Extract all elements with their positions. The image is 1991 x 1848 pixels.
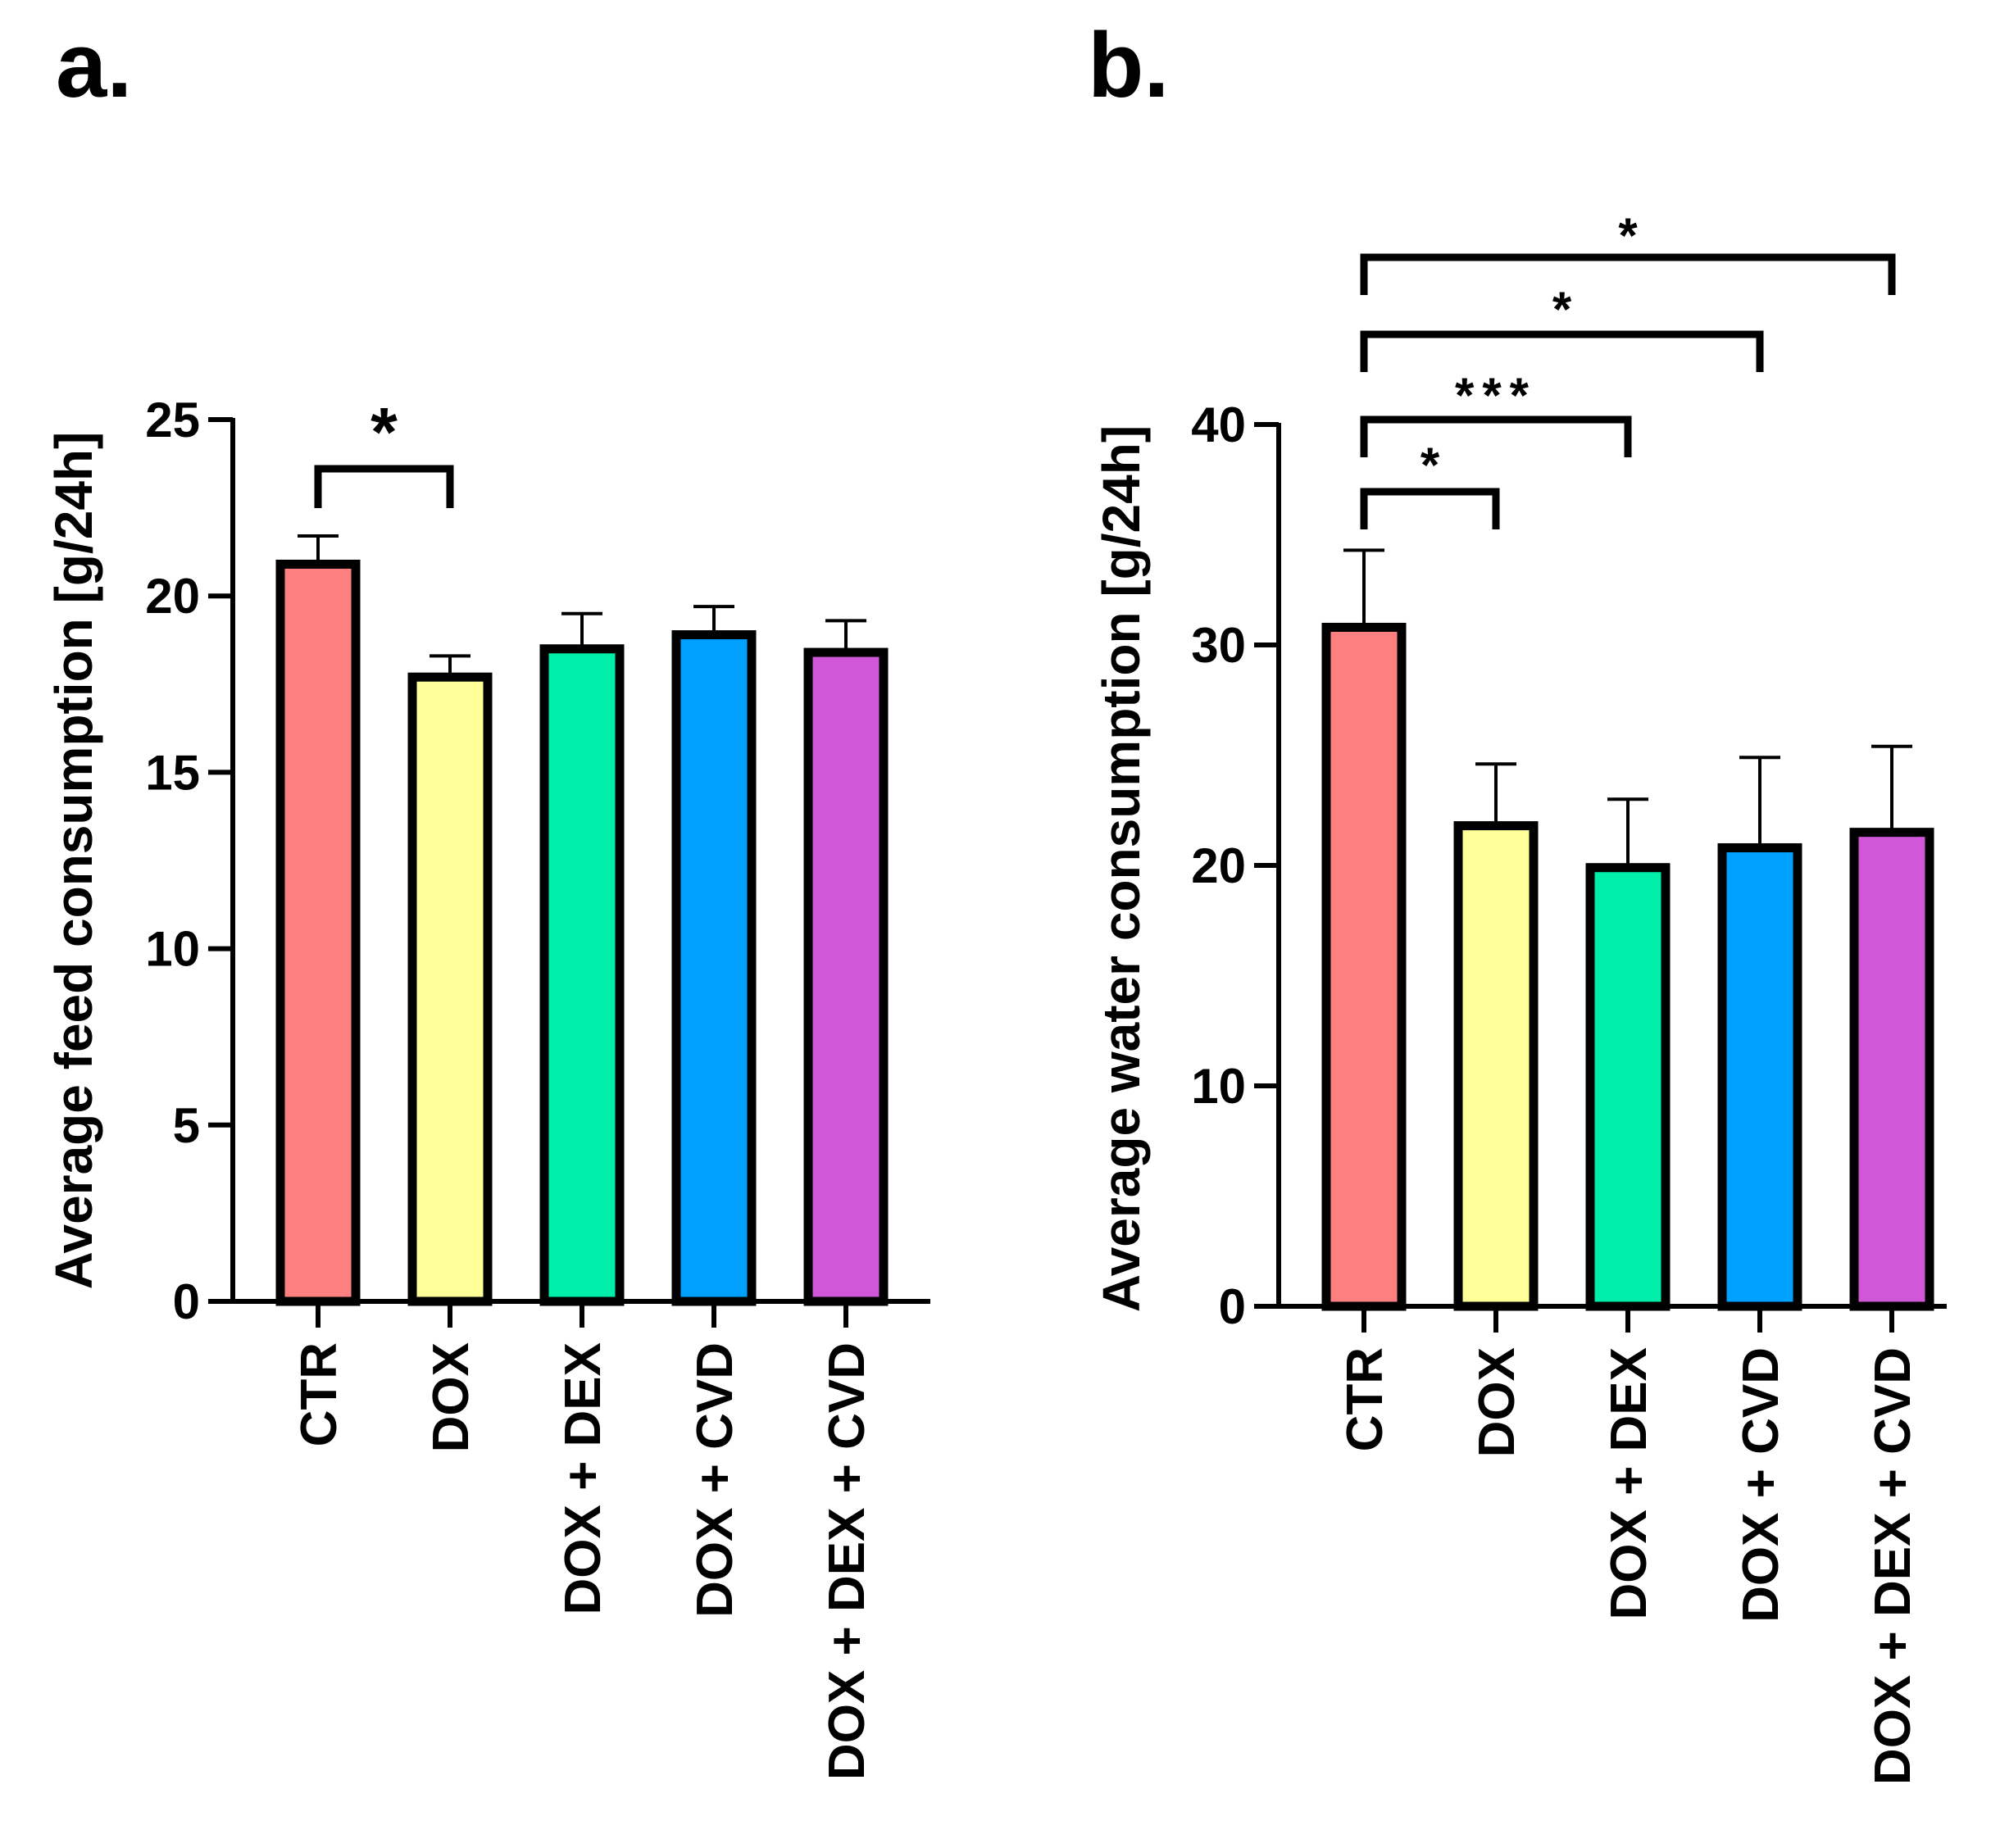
x-category-label: DOX + DEX + CVD [1865, 1347, 1921, 1785]
y-axis-label: Average feed consumption [g/24h] [44, 432, 103, 1290]
bar [1453, 821, 1539, 1311]
bar [539, 644, 625, 1306]
significance-label: * [1618, 208, 1638, 263]
x-category-label: DOX + DEX + CVD [819, 1342, 875, 1780]
bar [1717, 842, 1802, 1311]
x-category-label: DOX [1469, 1347, 1525, 1457]
bar [407, 672, 493, 1306]
significance-bracket [314, 465, 454, 508]
x-category-label: DOX + CVD [687, 1342, 743, 1618]
x-category-label: DOX + DEX [555, 1342, 611, 1615]
y-tick-label: 40 [1191, 397, 1246, 452]
bar [1321, 622, 1407, 1311]
bar [275, 559, 361, 1306]
y-tick-label: 10 [145, 922, 200, 977]
bar [1585, 863, 1671, 1311]
panel-a-feed-consumption: a. Average feed consumption [g/24h] 0 5 10 1… [44, 14, 930, 1780]
x-category-label: DOX + DEX [1601, 1347, 1657, 1620]
y-tick-label: 15 [145, 745, 200, 800]
x-category-label: CTR [1337, 1347, 1393, 1451]
y-axis-label: Average water consumption [g/24h] [1092, 425, 1151, 1312]
y-tick-label: 20 [145, 569, 200, 624]
significance-label: * [370, 393, 398, 470]
significance-label: *** [1455, 368, 1537, 423]
x-category-label: DOX + CVD [1733, 1347, 1789, 1623]
significance-label: * [1421, 438, 1440, 493]
significance-bracket [1360, 488, 1500, 529]
bar [1849, 828, 1934, 1311]
y-tick-label: 20 [1191, 838, 1246, 893]
panel-b-letter: b. [1088, 14, 1170, 116]
panel-a-letter: a. [56, 14, 132, 116]
bar [671, 630, 757, 1306]
y-tick-label: 0 [1219, 1279, 1246, 1334]
significance-bracket [1360, 253, 1896, 295]
y-tick-label: 5 [173, 1098, 200, 1153]
y-tick-label: 30 [1191, 618, 1246, 673]
y-tick-label: 0 [173, 1274, 200, 1329]
y-tick-label: 10 [1191, 1059, 1246, 1114]
x-category-label: DOX [423, 1342, 480, 1452]
significance-bracket [1360, 415, 1632, 457]
y-tick-label: 25 [145, 393, 200, 447]
significance-label: * [1552, 282, 1572, 337]
panel-b-water-consumption: b. Average water consumption [g/24h] 0 10 2… [1088, 14, 1947, 1785]
significance-bracket [1360, 330, 1764, 372]
bar [803, 647, 889, 1306]
x-category-label: CTR [291, 1342, 348, 1446]
